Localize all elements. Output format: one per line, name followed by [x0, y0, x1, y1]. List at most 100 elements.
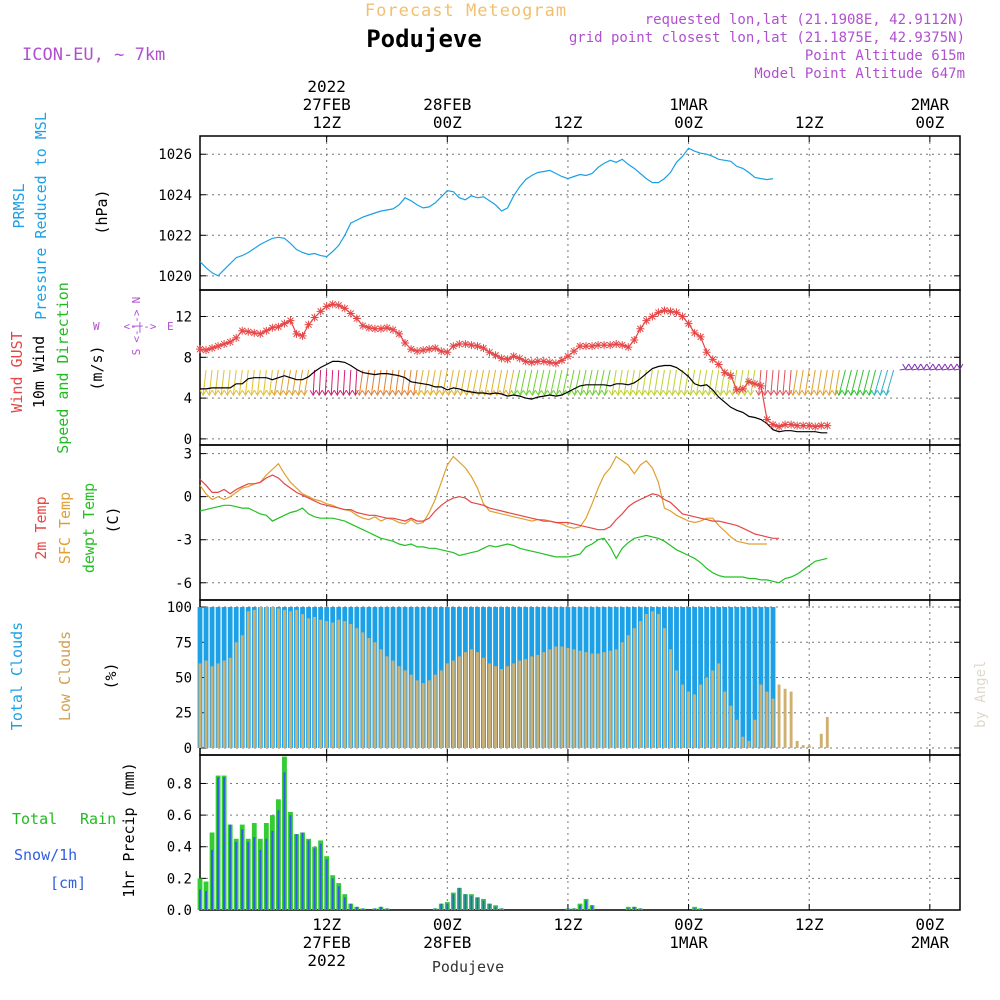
gust-marker [787, 420, 796, 429]
gust-marker [576, 342, 584, 351]
gust-marker [401, 339, 410, 348]
wind-arrow [324, 369, 328, 396]
wind-arrow-head [211, 389, 219, 397]
low-cloud-bar [795, 740, 799, 748]
snow-bar [476, 897, 479, 910]
snow-bar [223, 777, 226, 910]
wind-arrow [720, 369, 726, 396]
wind-arrow [629, 369, 635, 396]
top-tick-label: 12Z [312, 113, 341, 132]
wind-arrow [312, 369, 316, 396]
wind-arrow [395, 369, 400, 396]
wind-arrow [502, 369, 509, 396]
low-cloud-bar [590, 653, 594, 748]
wind-arrow [441, 369, 448, 396]
gust-marker [268, 323, 277, 332]
gust-marker [527, 358, 536, 367]
total-cloud-bar [698, 607, 704, 748]
top-tick-label: 00Z [674, 113, 703, 132]
low-cloud-bar [234, 642, 238, 748]
wind-arrow-head [392, 389, 399, 397]
wind-arrow-head [950, 363, 958, 370]
wind-arrow-head [339, 389, 347, 397]
wind-arrow [262, 369, 267, 396]
wind-arrow [911, 368, 918, 371]
wind-arrow [838, 369, 846, 396]
footer-location: Podujeve [432, 958, 504, 976]
gust-marker [443, 348, 452, 357]
low-cloud-bar [801, 745, 805, 748]
gust-marker [533, 357, 542, 366]
wind-arrow [508, 369, 515, 396]
low-cloud-bar [596, 653, 600, 748]
wind-arrow-head [505, 389, 513, 397]
wind-arrow-head [282, 389, 290, 397]
wind-arrow [792, 369, 798, 396]
total-cloud-bar [764, 607, 770, 748]
wind-arrow [250, 369, 255, 396]
wind-arrow-head [656, 389, 664, 397]
snow-bar [361, 908, 364, 910]
model-altitude: Model Point Altitude 647m [754, 66, 965, 82]
wind-arrow [929, 368, 936, 371]
wind-arrow-head [767, 389, 775, 397]
wind-arrow [401, 369, 406, 396]
low-cloud-bar [488, 663, 491, 748]
total-cloud-bar [758, 607, 764, 748]
wind-arrow-head [229, 389, 237, 397]
low-cloud-bar [518, 660, 522, 748]
y-tick-label: 75 [175, 635, 192, 651]
wind-arrow [574, 369, 581, 396]
gust-marker [286, 316, 295, 325]
gust-marker [696, 332, 705, 341]
total-cloud-bar [740, 607, 746, 748]
wind-arrow-head [644, 389, 652, 397]
wind-arrow-head [547, 389, 554, 397]
wind-arrow [941, 368, 948, 371]
wind-arrow [460, 369, 466, 396]
wind-arrow-head [534, 389, 542, 397]
low-cloud-bar [789, 691, 793, 748]
wind-arrow-head [522, 389, 530, 397]
wind-arrow-head [270, 389, 278, 397]
gust-marker [660, 306, 669, 315]
gust-marker [823, 421, 832, 430]
low-clouds-label: Low Clouds [56, 631, 74, 721]
low-cloud-bar [409, 674, 413, 748]
celsius-unit: (C) [104, 506, 122, 533]
gust-marker [340, 304, 349, 313]
low-cloud-bar [391, 660, 395, 748]
gust-marker [618, 341, 627, 350]
snow-bar [470, 895, 473, 910]
snow-label: Snow/1h [14, 846, 77, 864]
snow-bar [235, 841, 238, 910]
low-cloud-bar [614, 649, 618, 748]
gust-marker [437, 347, 446, 356]
dewpt-label: dewpt Temp [80, 483, 98, 573]
gust-marker [521, 357, 530, 366]
low-cloud-bar [825, 716, 829, 748]
low-cloud-bar [530, 656, 534, 748]
gust-marker [594, 341, 603, 350]
low-cloud-bar [361, 632, 365, 748]
low-cloud-bar [457, 656, 461, 748]
low-cloud-bar [765, 691, 769, 748]
wind-arrow-head [217, 389, 225, 397]
panel-frame [199, 444, 961, 601]
low-cloud-bar [560, 646, 564, 748]
wind-arrow-head [674, 389, 682, 397]
gust-marker [352, 314, 361, 323]
gust-marker [811, 422, 820, 431]
snow-bar [573, 908, 575, 910]
gust-marker [419, 346, 428, 355]
wind-arrow-head [773, 389, 781, 397]
wind-arrow [732, 369, 738, 396]
sfc-temp-label: SFC Temp [56, 492, 74, 564]
wind-arrow-head [577, 389, 585, 397]
gust-marker [220, 340, 229, 349]
gust-marker [376, 324, 385, 333]
gust-marker [226, 338, 235, 347]
bottom-tick-label: 00Z [674, 915, 703, 934]
low-cloud-bar [705, 677, 709, 748]
total-label: Total [12, 810, 57, 828]
